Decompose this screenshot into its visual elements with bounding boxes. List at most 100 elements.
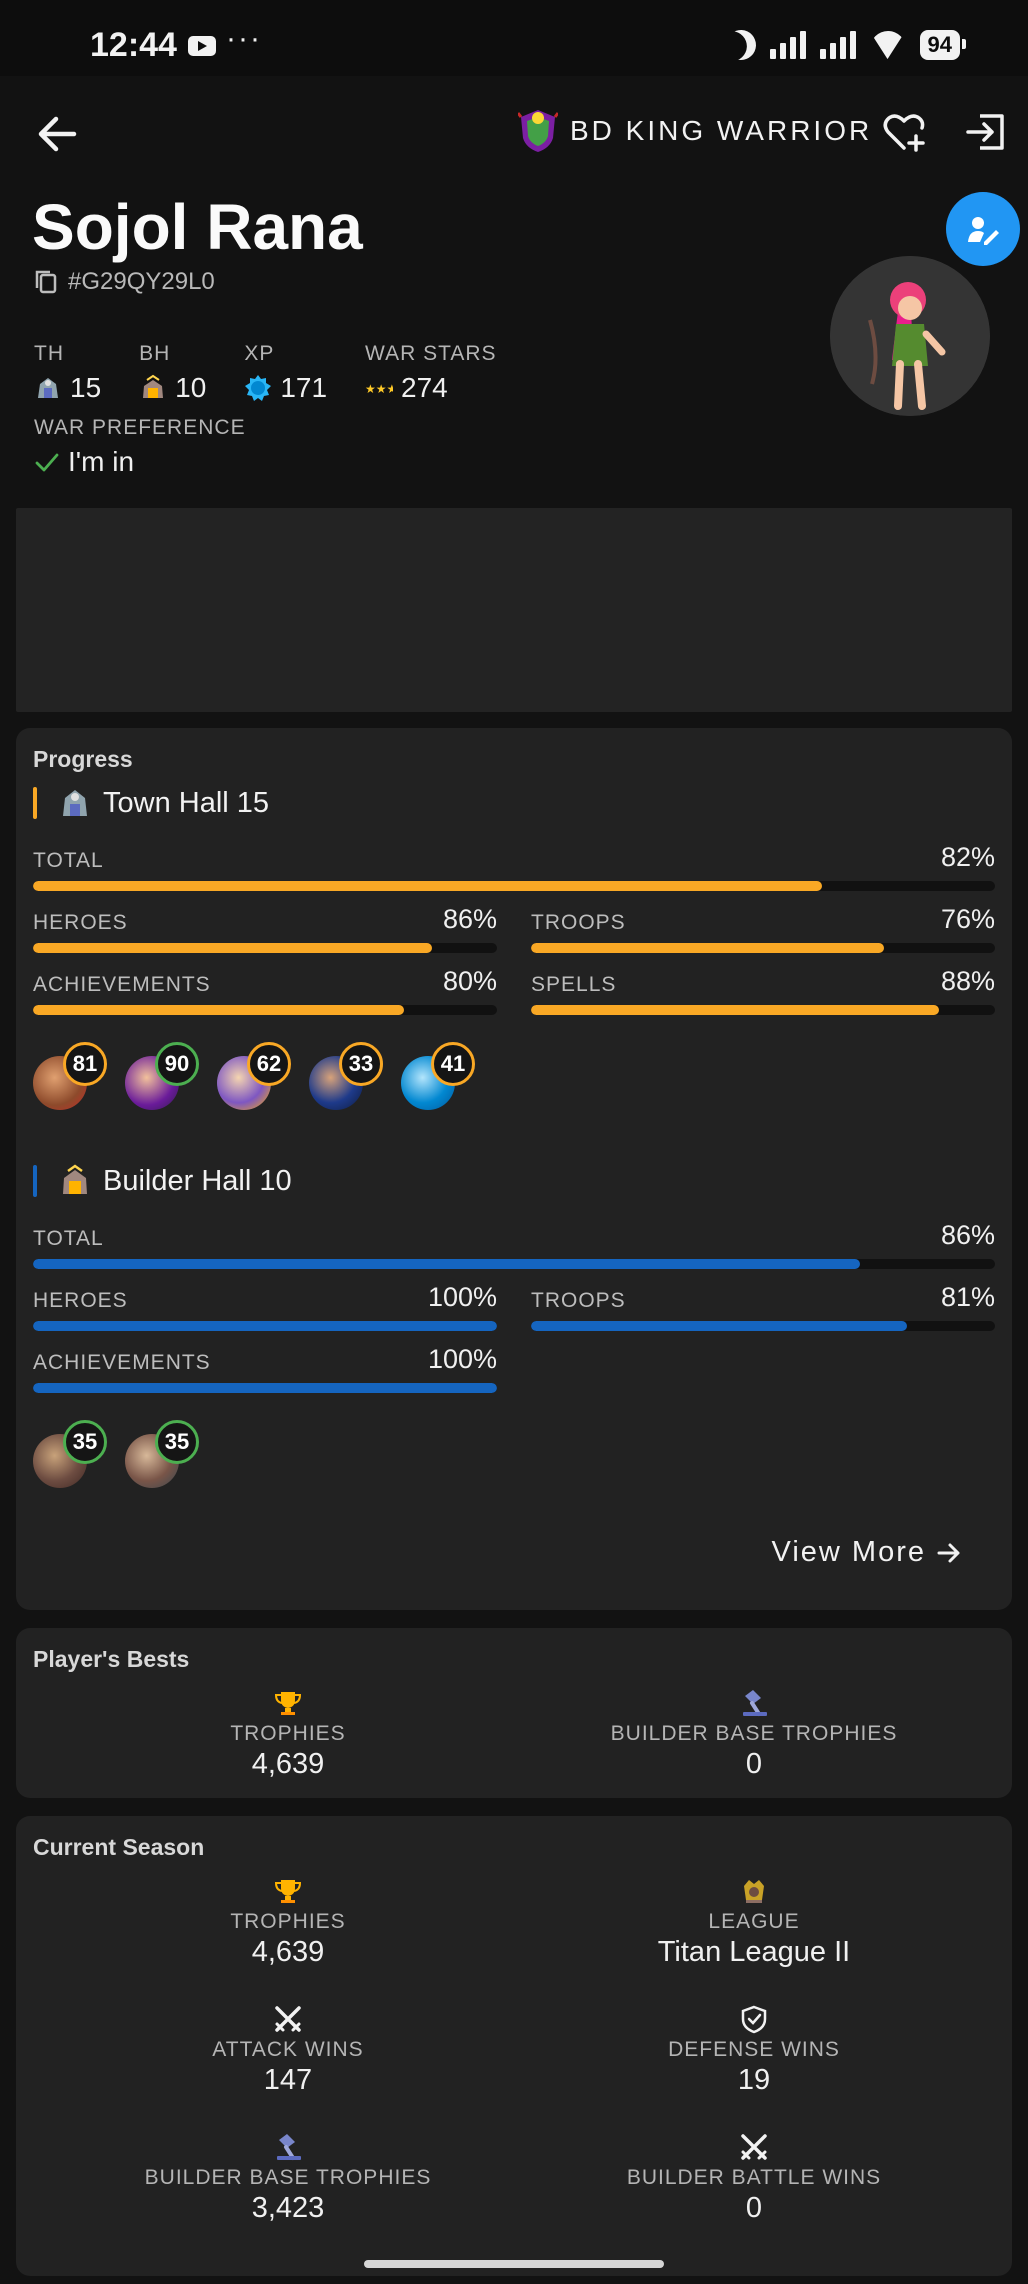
- trophy-icon: [274, 1880, 302, 1903]
- player-tag-text: #G29QY29L0: [68, 268, 215, 295]
- signal-icon: [769, 31, 806, 59]
- view-more-button[interactable]: View More: [772, 1536, 962, 1569]
- edit-player-button[interactable]: [946, 192, 1020, 266]
- stat-label: BH: [139, 342, 171, 365]
- stars-icon: ★★★: [365, 382, 393, 395]
- bests-builder-trophies: BUILDER BASE TROPHIES 0: [514, 1688, 994, 1781]
- more-notifications-icon: ···: [226, 22, 262, 55]
- stat-label: TROPHIES: [230, 1722, 346, 1745]
- builder-hall-label: Builder Hall 10: [103, 1164, 292, 1197]
- hero-battle-machine[interactable]: 35: [33, 1420, 107, 1488]
- builder-hall-icon: [63, 1164, 87, 1194]
- th-heroes-progress: HEROES 86%: [33, 904, 497, 953]
- progress-label: ACHIEVEMENTS: [33, 1351, 211, 1374]
- hero-grand-warden[interactable]: 62: [217, 1042, 291, 1110]
- clan-badge-icon: [518, 110, 558, 152]
- xp-badge-icon: [245, 375, 272, 401]
- builder-hall-icon: [143, 374, 164, 398]
- season-league: LEAGUE Titan League II: [514, 1876, 994, 1969]
- trophy-icon: [274, 1692, 302, 1715]
- battery-indicator: 94: [919, 30, 967, 60]
- titan-league-icon: [744, 1880, 764, 1903]
- war-preference: WAR PREFERENCE I'm in: [34, 416, 246, 478]
- clan-name: BD KING WARRIOR: [570, 115, 873, 146]
- bh-heroes-progress: HEROES 100%: [33, 1282, 497, 1331]
- progress-label: TOTAL: [33, 1227, 104, 1250]
- progress-fill: [531, 1321, 907, 1331]
- stat-label: DEFENSE WINS: [668, 2038, 840, 2061]
- progress-fill: [531, 1005, 940, 1015]
- crossed-swords-icon: [275, 2006, 301, 2032]
- progress-label: TOTAL: [33, 849, 104, 872]
- clan-link[interactable]: BD KING WARRIOR: [518, 108, 872, 154]
- player-avatar: [830, 256, 990, 416]
- stat-value: 4,639: [251, 1748, 325, 1780]
- player-stats: TH 15 BH 10 XP 171 WAR STARS ★★★ 274: [34, 342, 535, 404]
- stat-label: XP: [244, 342, 275, 365]
- hero-archer-queen[interactable]: 90: [125, 1042, 199, 1110]
- hero-level-badge: 35: [155, 1420, 199, 1464]
- stat-value: 147: [263, 2064, 313, 2096]
- progress-label: TROOPS: [531, 911, 626, 934]
- hero-battle-copter[interactable]: 35: [125, 1420, 199, 1488]
- progress-card: Progress Town Hall 15 TOTAL 82% HEROES 86%…: [16, 728, 1012, 1610]
- player-tag[interactable]: #G29QY29L0: [34, 268, 215, 296]
- progress-fill: [531, 943, 884, 953]
- stat-label: TH: [34, 342, 64, 365]
- players-bests-card: Player's Bests TROPHIES 4,639 BUILDER BA…: [16, 1628, 1012, 1798]
- progress-label: ACHIEVEMENTS: [33, 973, 211, 996]
- stat-bh: BH 10: [139, 342, 206, 404]
- stat-value: 171: [280, 372, 328, 403]
- stat-value: 10: [175, 372, 207, 403]
- season-builder-battle-wins: BUILDER BATTLE WINS 0: [514, 2132, 994, 2225]
- home-indicator[interactable]: [364, 2260, 664, 2268]
- stat-value: Titan League II: [657, 1936, 851, 1968]
- hero-electro-pet[interactable]: 41: [401, 1042, 475, 1110]
- hero-level-badge: 90: [155, 1042, 199, 1086]
- logout-icon[interactable]: [962, 108, 1010, 156]
- bests-trophies: TROPHIES 4,639: [48, 1688, 528, 1781]
- hero-level-badge: 62: [247, 1042, 291, 1086]
- player-name: Sojol Rana: [32, 191, 363, 263]
- stat-value: 274: [401, 372, 448, 403]
- builder-trophy-icon: [277, 2134, 301, 2160]
- progress-percent: 81%: [940, 1282, 995, 1312]
- youtube-icon: [188, 36, 216, 56]
- status-bar: 12:44 ··· 94: [0, 0, 1028, 76]
- th-spells-progress: SPELLS 88%: [531, 966, 995, 1015]
- progress-fill: [33, 1383, 497, 1393]
- progress-title: Progress: [33, 746, 133, 772]
- season-title: Current Season: [33, 1834, 205, 1860]
- progress-percent: 76%: [940, 904, 995, 934]
- progress-fill: [33, 1259, 861, 1269]
- signal-icon-2: [819, 31, 856, 59]
- shield-check-icon: [741, 2005, 767, 2034]
- season-defense-wins: DEFENSE WINS 19: [514, 2004, 994, 2097]
- war-preference-value: I'm in: [68, 446, 135, 477]
- back-arrow-icon[interactable]: [30, 106, 86, 162]
- do-not-disturb-icon: [721, 26, 759, 64]
- hero-barbarian-king[interactable]: 81: [33, 1042, 107, 1110]
- stat-value: 0: [745, 1748, 763, 1780]
- hero-level-badge: 81: [63, 1042, 107, 1086]
- stat-th: TH 15: [34, 342, 101, 404]
- crossed-swords-icon: [741, 2134, 767, 2160]
- season-attack-wins: ATTACK WINS 147: [48, 2004, 528, 2097]
- copy-icon[interactable]: [34, 269, 58, 295]
- stat-xp: XP 171: [244, 342, 327, 404]
- th-total-progress: TOTAL 82%: [33, 842, 995, 891]
- stat-war-stars: WAR STARS ★★★ 274: [365, 342, 497, 404]
- progress-fill: [33, 1321, 497, 1331]
- stat-label: BUILDER BATTLE WINS: [626, 2166, 882, 2189]
- town-hall-icon: [38, 378, 58, 398]
- th-troops-progress: TROOPS 76%: [531, 904, 995, 953]
- bests-title: Player's Bests: [33, 1646, 190, 1672]
- stat-label: BUILDER BASE TROPHIES: [610, 1722, 898, 1745]
- progress-percent: 80%: [442, 966, 497, 996]
- town-hall-icon: [63, 790, 87, 816]
- hero-royal-champion[interactable]: 33: [309, 1042, 383, 1110]
- favorite-add-icon[interactable]: [880, 108, 928, 156]
- stat-label: ATTACK WINS: [212, 2038, 364, 2061]
- wifi-icon: [870, 31, 906, 59]
- accent-bar: [33, 787, 37, 819]
